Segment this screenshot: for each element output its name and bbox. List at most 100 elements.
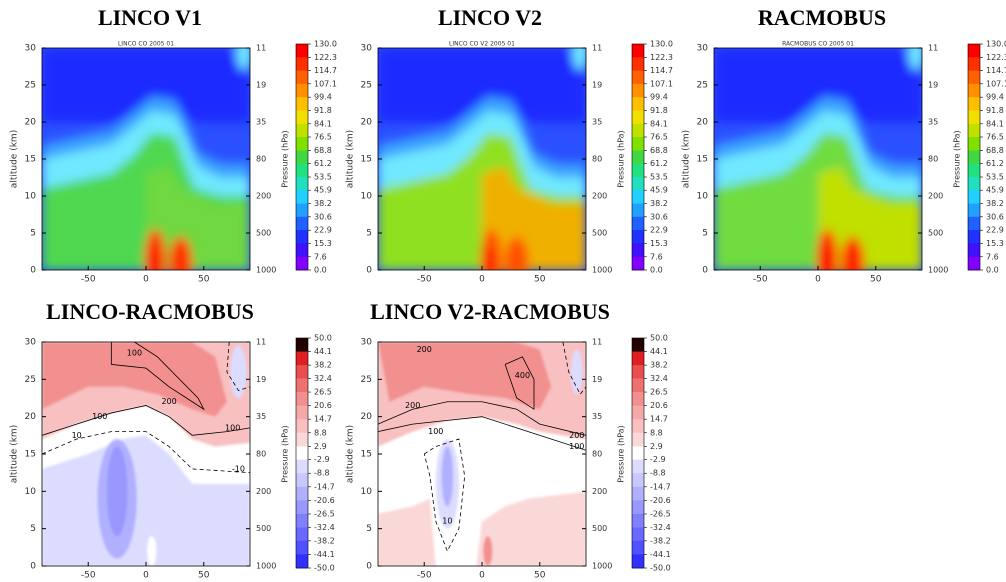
field-region — [146, 166, 250, 270]
colorbar-tick-label: 122.3 — [986, 53, 1006, 62]
colorbar-tick-label: 122.3 — [314, 53, 337, 62]
colorbar-tick-label: 26.5 — [314, 388, 332, 397]
field — [42, 342, 250, 566]
field-region — [378, 342, 552, 410]
colorbar-band — [632, 256, 644, 271]
y2-tick-label: 80 — [592, 155, 602, 164]
colorbar-tick-label: 2.9 — [314, 442, 327, 451]
colorbar-band — [296, 351, 308, 366]
colorbar-tick-label: 20.6 — [314, 401, 332, 410]
panel-subtitle: RACMOBUS CO 2005 01 — [782, 41, 854, 48]
y-tick-label: 0 — [30, 562, 36, 572]
colorbar-tick-label: 130.0 — [314, 40, 337, 49]
colorbar-tick-label: 32.4 — [650, 374, 668, 383]
colorbar-band — [296, 97, 308, 111]
x-tick-label: 50 — [534, 275, 546, 285]
colorbar-tick-label: 107.1 — [314, 79, 337, 88]
colorbar-band — [632, 446, 644, 461]
y2-tick-label: 200 — [592, 192, 607, 201]
colorbar-tick-label: 53.5 — [650, 172, 668, 181]
colorbar-band — [296, 44, 308, 58]
colorbar-band — [296, 256, 308, 271]
field-blob — [572, 48, 586, 71]
field-blob — [482, 247, 494, 270]
colorbar-tick-label: 8.8 — [314, 428, 327, 437]
contour-label: 100 — [127, 349, 142, 358]
colorbar-tick-label: 26.5 — [650, 388, 668, 397]
x-tick-label: -50 — [81, 275, 96, 285]
panel-subtitle: LINCO CO 2005 01 — [118, 41, 174, 48]
colorbar-band — [632, 70, 644, 85]
field-layers — [42, 342, 250, 566]
y-axis-label: altitude (km) — [346, 425, 356, 483]
y2-axis-label: Pressure (hPa) — [281, 130, 290, 187]
field-blob — [146, 247, 158, 270]
colorbar-tick-label: -44.1 — [650, 550, 671, 559]
y-tick-label: 25 — [25, 81, 36, 91]
colorbar-band — [632, 203, 644, 218]
y2-tick-label: 35 — [928, 118, 938, 127]
y-tick-label: 30 — [25, 338, 37, 348]
colorbar-tick-label: -14.7 — [650, 482, 671, 491]
colorbar-tick-label: 68.8 — [650, 146, 668, 155]
colorbar-tick-label: 22.9 — [986, 226, 1004, 235]
colorbar-tick-label: 50.0 — [650, 334, 668, 343]
y-tick-label: 30 — [697, 44, 709, 54]
field-blob — [236, 48, 250, 71]
colorbar-band — [632, 338, 644, 352]
y-tick-label: 25 — [361, 81, 372, 91]
colorbar-tick-label: 7.6 — [650, 252, 663, 261]
colorbar-tick-label: -2.9 — [650, 455, 666, 464]
x-tick-label: 0 — [479, 275, 485, 285]
y2-tick-label: 35 — [256, 118, 266, 127]
colorbar-band — [296, 513, 308, 528]
colorbar-band — [968, 256, 980, 271]
y-tick-label: 20 — [25, 412, 37, 422]
colorbar-band — [968, 44, 980, 58]
field-blob — [441, 446, 454, 507]
colorbar-tick-label: 15.3 — [314, 239, 332, 248]
colorbar-band — [296, 392, 308, 407]
contour-label: 200 — [405, 401, 420, 410]
colorbar-tick-label: 61.2 — [986, 159, 1004, 168]
x-tick-label: 0 — [815, 275, 821, 285]
contour-label: 10 — [442, 517, 452, 526]
y-tick-label: 5 — [702, 229, 708, 239]
colorbar-frame — [631, 43, 645, 271]
colorbar-tick-label: 53.5 — [986, 172, 1004, 181]
colorbar-band — [968, 123, 980, 138]
colorbar-tick-label: -26.5 — [314, 509, 335, 518]
field-blob — [818, 247, 830, 270]
x-tick-label: 0 — [479, 571, 485, 581]
colorbar-band — [296, 216, 308, 231]
colorbar-band — [632, 137, 644, 151]
colorbar-band — [296, 243, 308, 258]
colorbar-tick-label: 0.0 — [986, 266, 999, 275]
colorbar-band — [968, 216, 980, 231]
colorbar-band — [968, 176, 980, 191]
contour-line — [562, 342, 586, 396]
y2-tick-label: 500 — [592, 524, 607, 533]
field-region — [42, 435, 250, 566]
colorbar-tick-label: 30.6 — [650, 212, 668, 221]
y-tick-label: 10 — [25, 192, 37, 202]
colorbar-tick-label: 130.0 — [650, 40, 673, 49]
colorbar-band — [632, 473, 644, 488]
colorbar-tick-label: 14.7 — [314, 415, 332, 424]
colorbar-tick-label: 61.2 — [650, 159, 668, 168]
colorbar-tick-label: 22.9 — [314, 226, 332, 235]
contour-line — [226, 342, 250, 392]
field-blob — [147, 536, 157, 566]
colorbar-band — [632, 190, 644, 204]
colorbar-band — [968, 203, 980, 218]
y2-tick-label: 80 — [592, 450, 602, 459]
colorbar-band — [968, 57, 980, 71]
y2-tick-label: 19 — [592, 375, 602, 384]
y-tick-label: 20 — [697, 118, 709, 128]
field-blob — [908, 48, 922, 71]
panel-subtitle: LINCO CO V2 2005 01 — [449, 41, 515, 48]
y-tick-label: 0 — [30, 266, 36, 276]
y2-axis-label: Pressure (hPa) — [617, 130, 626, 187]
colorbar-frame — [967, 43, 981, 271]
